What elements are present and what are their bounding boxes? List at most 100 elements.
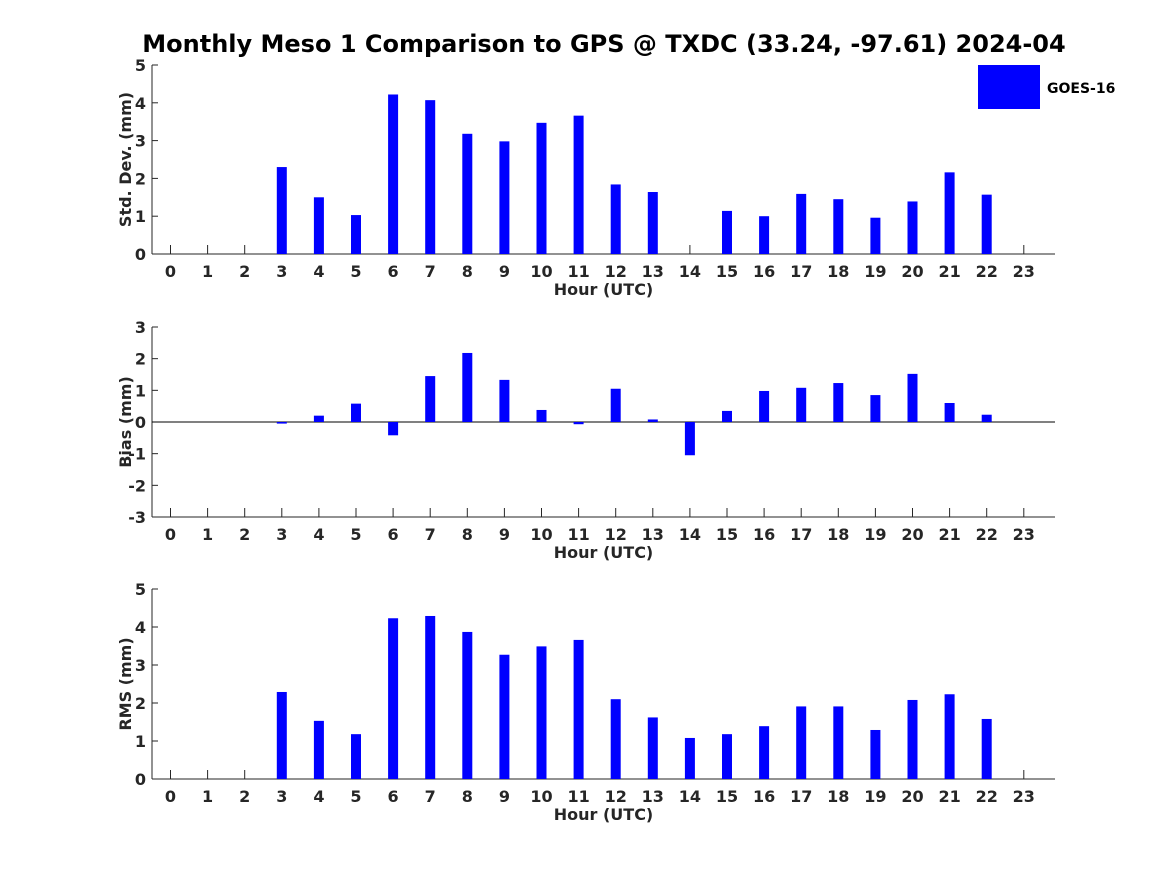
bar-bias-hour-11 [573, 422, 584, 425]
x-tick-label: 3 [276, 525, 287, 544]
bar-rms-hour-4 [313, 720, 324, 779]
x-tick-label: 19 [864, 787, 886, 806]
bar-std-dev-hour-12 [610, 184, 621, 254]
x-tick-label: 12 [605, 525, 627, 544]
bar-std-dev-hour-19 [870, 217, 881, 254]
x-tick-label: 8 [462, 262, 473, 281]
bar-bias-hour-17 [796, 387, 807, 422]
x-tick-label: 12 [605, 787, 627, 806]
bar-rms-hour-10 [536, 646, 547, 779]
bar-std-dev-hour-15 [722, 210, 732, 254]
x-tick-label: 20 [901, 525, 923, 544]
bar-bias-hour-19 [870, 395, 881, 422]
bar-bias-hour-18 [833, 383, 844, 422]
x-tick-label: 1 [202, 525, 213, 544]
x-tick-label: 8 [462, 525, 473, 544]
y-tick-label: 2 [135, 694, 146, 713]
x-tick-label: 2 [239, 525, 250, 544]
bar-rms-hour-12 [610, 699, 621, 779]
x-tick-label: 21 [938, 525, 960, 544]
y-tick-label: 3 [135, 656, 146, 675]
bar-std-dev-hour-10 [536, 122, 547, 254]
bar-bias-hour-3 [276, 422, 287, 424]
x-tick-label: 0 [165, 525, 176, 544]
bar-rms-hour-7 [425, 615, 436, 779]
bar-bias-hour-10 [536, 409, 547, 422]
x-tick-label: 22 [976, 787, 998, 806]
x-tick-label: 7 [425, 262, 436, 281]
bar-rms-hour-6 [388, 618, 399, 779]
x-tick-label: 23 [1013, 262, 1035, 281]
x-tick-label: 16 [753, 262, 775, 281]
x-tick-label: 17 [790, 262, 812, 281]
x-tick-label: 5 [350, 262, 361, 281]
x-tick-label: 7 [425, 787, 436, 806]
x-tick-label: 17 [790, 525, 812, 544]
y-tick-label: 5 [135, 580, 146, 599]
x-tick-label: 10 [530, 525, 552, 544]
y-tick-label: 2 [135, 350, 146, 369]
x-tick-label: 9 [499, 525, 510, 544]
bar-bias-hour-5 [351, 403, 361, 422]
bar-std-dev-hour-20 [907, 201, 918, 254]
x-tick-label: 11 [567, 787, 589, 806]
bar-std-dev-hour-22 [981, 194, 992, 254]
x-tick-label: 15 [716, 787, 738, 806]
bar-rms-hour-9 [499, 654, 510, 779]
bar-rms-hour-19 [870, 729, 881, 779]
bar-rms-hour-8 [462, 631, 473, 779]
x-tick-label: 5 [350, 787, 361, 806]
bar-rms-hour-15 [722, 734, 732, 779]
bar-std-dev-hour-9 [499, 141, 510, 254]
x-tick-label: 21 [938, 787, 960, 806]
y-tick-label: -1 [128, 445, 146, 464]
y-tick-label: 1 [135, 207, 146, 226]
x-tick-label: 0 [165, 787, 176, 806]
x-tick-label: 8 [462, 787, 473, 806]
bar-rms-hour-20 [907, 699, 918, 779]
bar-std-dev-hour-4 [313, 197, 324, 254]
x-tick-label: 1 [202, 787, 213, 806]
y-tick-label: -2 [128, 476, 146, 495]
x-tick-label: 14 [679, 787, 701, 806]
x-tick-label: 13 [642, 262, 664, 281]
bar-rms-hour-16 [759, 726, 770, 779]
y-tick-label: 4 [135, 94, 146, 113]
x-tick-label: 19 [864, 262, 886, 281]
x-tick-label: 6 [388, 262, 399, 281]
bar-bias-hour-12 [610, 388, 621, 422]
x-tick-label: 20 [901, 262, 923, 281]
bar-std-dev-hour-6 [388, 94, 399, 254]
y-tick-label: -3 [128, 508, 146, 527]
bar-bias-hour-7 [425, 376, 436, 422]
x-tick-label: 22 [976, 525, 998, 544]
x-tick-label: 3 [276, 787, 287, 806]
x-tick-label: 9 [499, 787, 510, 806]
x-tick-label: 17 [790, 787, 812, 806]
bar-rms-hour-11 [573, 639, 584, 779]
x-tick-label: 5 [350, 525, 361, 544]
bar-bias-hour-20 [907, 373, 918, 422]
bar-std-dev-hour-8 [462, 133, 473, 254]
x-tick-label: 2 [239, 787, 250, 806]
x-tick-label: 3 [276, 262, 287, 281]
bar-rms-hour-3 [276, 691, 287, 779]
y-tick-label: 0 [135, 245, 146, 264]
x-tick-label: 14 [679, 525, 701, 544]
x-axis-label: Hour (UTC) [554, 805, 654, 824]
x-tick-label: 16 [753, 787, 775, 806]
x-tick-label: 10 [530, 787, 552, 806]
x-tick-label: 11 [567, 525, 589, 544]
x-tick-label: 12 [605, 262, 627, 281]
x-tick-label: 18 [827, 525, 849, 544]
legend-swatch-goes16 [978, 65, 1040, 109]
bar-std-dev-hour-13 [647, 192, 658, 254]
bar-std-dev-hour-3 [276, 167, 287, 254]
x-tick-label: 18 [827, 787, 849, 806]
y-axis-label: RMS (mm) [116, 637, 135, 730]
x-tick-label: 15 [716, 262, 738, 281]
bar-std-dev-hour-21 [944, 172, 955, 254]
